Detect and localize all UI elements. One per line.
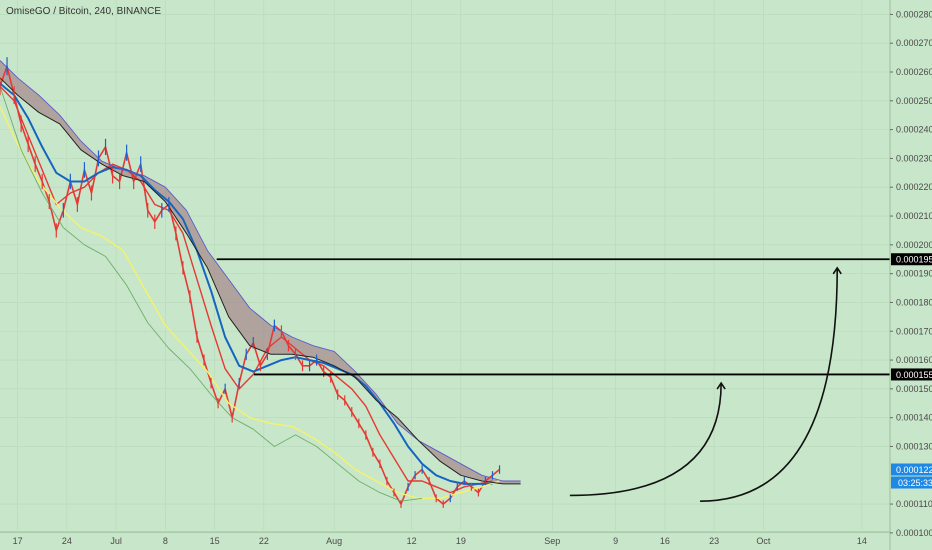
price-line [0,65,501,505]
projection-arrows [569,266,842,502]
projection-arrow-head [832,266,842,275]
y-tick-label: 0.000190 [896,269,932,279]
level-price-label: 0.000155 [896,370,932,380]
x-tick-label: Aug [326,536,342,546]
countdown-tag [891,476,932,489]
x-tick-label: 24 [62,536,72,546]
y-tick-label: 0.000180 [896,297,932,307]
x-tick-label: 12 [407,536,417,546]
horizontal-levels: 0.000195 0.000155 [216,253,932,381]
y-tick-label: 0.000130 [896,441,932,451]
countdown-label: 03:25:33 [898,478,932,488]
y-tick-label: 0.000200 [896,240,932,250]
y-tick-label: 0.000110 [896,499,932,509]
y-tick-label: 0.000210 [896,211,932,221]
level-price-tag [891,253,932,266]
level-price-label: 0.000195 [896,255,932,265]
x-tick-label: 23 [709,536,719,546]
moving-average-line [0,106,500,499]
leading-span-a-line [0,60,521,482]
last-price-label: 0.000122 [896,465,932,475]
x-tick-label: 8 [163,536,168,546]
y-tick-label: 0.000230 [896,153,932,163]
y-tick-label: 0.000260 [896,67,932,77]
x-tick-label: 9 [613,536,618,546]
y-tick-label: 0.000270 [896,38,932,48]
projection-arrow-head [716,381,726,390]
y-tick-label: 0.000220 [896,182,932,192]
x-tick-label: 15 [210,536,220,546]
leading-span-b-line [0,77,521,485]
projection-arrow-curve [569,383,722,497]
x-tick-label: 19 [456,536,466,546]
conversion-line [0,85,493,494]
x-tick-label: 17 [13,536,23,546]
level-price-tag [891,368,932,381]
y-tick-label: 0.000170 [896,326,932,336]
x-tick-label: Sep [544,536,560,546]
y-tick-label: 0.000140 [896,413,932,423]
last-price-tag [891,463,932,476]
y-tick-label: 0.000160 [896,355,932,365]
y-tick-label: 0.000240 [896,125,932,135]
x-tick-label: 22 [259,536,269,546]
y-tick-label: 0.000280 [896,9,932,19]
y-tick-label: 0.000150 [896,384,932,394]
y-tick-label: 0.000100 [896,528,932,538]
series-lines [0,57,521,508]
base-line [0,82,493,485]
projection-arrow-curve [700,267,839,502]
lagging-span-line [0,86,423,502]
x-tick-label: 14 [857,536,867,546]
x-tick-label: Jul [110,536,122,546]
x-tick-label: 16 [660,536,670,546]
x-tick-label: Oct [756,536,771,546]
y-tick-label: 0.000250 [896,96,932,106]
chart-header-title: OmiseGO / Bitcoin, 240, BINANCE [6,6,161,17]
